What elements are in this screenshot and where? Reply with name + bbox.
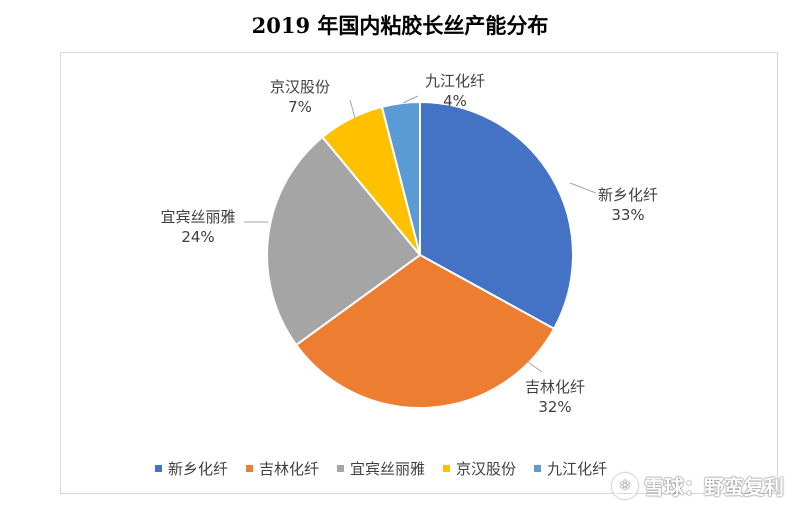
slice-value-label: 7% [288,98,312,116]
slice-value-label: 24% [181,228,214,246]
leader-line [349,99,356,119]
slice-value-label: 32% [538,398,571,416]
slice-value-label: 4% [443,92,467,110]
legend-swatch [337,464,345,472]
slice-category-label: 九江化纤 [425,72,485,90]
legend-label: 吉林化纤 [259,459,320,478]
legend-item: 九江化纤 [534,458,607,478]
legend-label: 九江化纤 [547,459,608,478]
leader-line [402,95,419,104]
pie-slice [266,135,422,347]
slice-category-label: 宜宾丝丽雅 [160,208,235,226]
pie-slice [380,100,421,256]
legend-label: 京汉股份 [456,459,517,478]
watermark: ❄ 雪球：野蛮复利 [612,471,784,500]
snowball-logo-icon: ❄ [612,472,638,499]
legend-label: 宜宾丝丽雅 [350,459,426,478]
legend-swatch [534,464,542,472]
legend-label: 新乡化纤 [168,459,229,478]
leader-line [527,361,543,373]
legend-item: 吉林化纤 [246,458,319,478]
chart-frame [60,52,778,494]
watermark-text: 雪球：野蛮复利 [644,475,784,499]
legend-item: 京汉股份 [443,458,516,478]
legend-swatch [155,464,162,472]
legend-swatch [246,464,254,472]
leader-line [569,182,597,194]
slice-category-label: 吉林化纤 [525,378,585,396]
legend: 新乡化纤 吉林化纤 宜宾丝丽雅 京汉股份 九江化纤 [155,458,607,478]
legend-swatch [443,464,451,472]
pie-slice [419,100,574,331]
pie-slice [294,253,556,409]
chart-title: 2019 年国内粘胶长丝产能分布 [251,13,549,38]
slice-category-label: 京汉股份 [270,78,330,96]
slice-category-label: 新乡化纤 [598,186,658,204]
slice-value-label: 33% [611,206,644,224]
legend-item: 宜宾丝丽雅 [337,458,425,478]
legend-item: 新乡化纤 [155,458,228,478]
